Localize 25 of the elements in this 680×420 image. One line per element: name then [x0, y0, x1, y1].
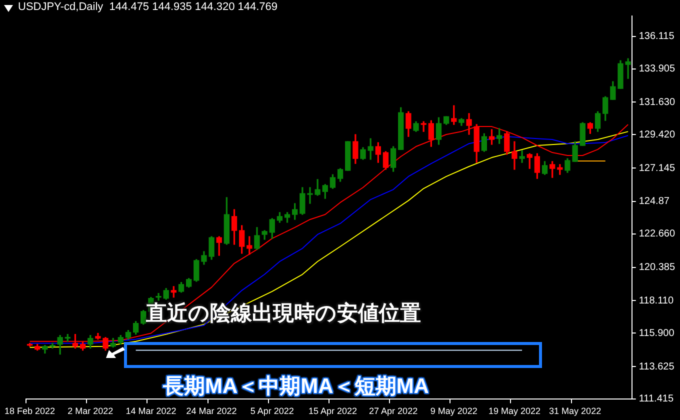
y-tick-label: 122.660 [638, 228, 676, 240]
x-tick-label: 19 May 2022 [488, 406, 540, 416]
x-tick-label: 9 May 2022 [430, 406, 478, 416]
x-tick-label: 18 Feb 2022 [4, 406, 56, 416]
x-tick-label: 27 Apr 2022 [369, 406, 418, 416]
annotation: 長期MA＜中期MA＜短期MA [163, 374, 429, 400]
x-tick-label: 31 May 2022 [549, 406, 602, 416]
x-tick-label: 14 Mar 2022 [126, 406, 176, 416]
y-tick-label: 129.420 [638, 129, 676, 140]
y-tick-label: 136.115 [638, 31, 675, 42]
chart-title: USDJPY-cd,Daily 144.475 144.935 144.320 144.769 [18, 1, 278, 13]
y-tick-label: 115.900 [638, 328, 675, 339]
x-tick-label: 24 Mar 2022 [186, 406, 237, 416]
y-tick-label: 133.905 [638, 64, 676, 75]
x-tick-label: 5 Apr 2022 [250, 406, 294, 416]
candlestick [345, 141, 351, 171]
y-tick-label: 127.145 [638, 162, 676, 174]
y-tick-label: 111.415 [638, 394, 674, 405]
x-tick-label: 15 Apr 2022 [308, 406, 357, 416]
y-tick-label: 118.110 [638, 295, 674, 306]
x-tick-label: 2 Mar 2022 [68, 406, 114, 416]
y-tick-label: 113.625 [638, 361, 675, 372]
y-tick-label: 131.630 [638, 96, 676, 108]
y-tick-label: 124.87 [638, 196, 670, 208]
y-tick-label: 120.385 [638, 262, 676, 274]
